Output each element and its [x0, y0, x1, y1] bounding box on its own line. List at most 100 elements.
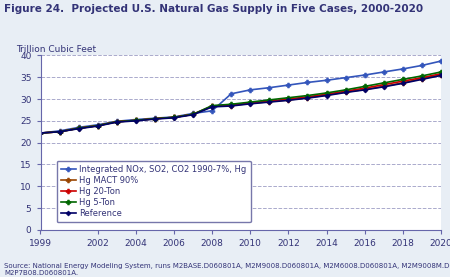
Reference	[229, 104, 234, 108]
Reference	[171, 116, 177, 119]
Hg 5-Ton	[248, 101, 253, 104]
Hg 5-Ton	[343, 88, 348, 91]
Hg MACT 90%	[419, 77, 425, 80]
Hg 20-Ton	[419, 76, 425, 79]
Text: Trillion Cubic Feet: Trillion Cubic Feet	[17, 45, 97, 54]
Hg MACT 90%	[76, 127, 81, 130]
Reference	[419, 78, 425, 81]
Hg 5-Ton	[229, 102, 234, 106]
Reference	[152, 117, 158, 121]
Hg 20-Ton	[190, 113, 196, 116]
Text: Source: National Energy Modeling System, runs M2BASE.D060801A, M2M9008.D060801A,: Source: National Energy Modeling System,…	[4, 263, 450, 276]
Reference	[57, 130, 62, 134]
Hg 5-Ton	[171, 116, 177, 119]
Hg MACT 90%	[38, 131, 43, 135]
Hg 20-Ton	[171, 116, 177, 119]
Hg MACT 90%	[57, 130, 62, 134]
Hg MACT 90%	[152, 117, 158, 120]
Hg MACT 90%	[133, 119, 139, 122]
Hg MACT 90%	[229, 104, 234, 107]
Line: Hg MACT 90%: Hg MACT 90%	[38, 73, 443, 135]
Hg 20-Ton	[209, 104, 215, 108]
Hg MACT 90%	[95, 124, 100, 127]
Hg 20-Ton	[95, 124, 100, 127]
Hg 20-Ton	[362, 86, 367, 90]
Hg 20-Ton	[229, 104, 234, 107]
Reference	[95, 124, 100, 128]
Hg 5-Ton	[324, 91, 329, 94]
Reference	[209, 105, 215, 109]
Hg MACT 90%	[209, 105, 215, 108]
Hg 5-Ton	[419, 74, 425, 78]
Integrated NOx, SO2, CO2 1990-7%, Hg	[305, 81, 310, 84]
Hg 20-Ton	[38, 131, 43, 135]
Integrated NOx, SO2, CO2 1990-7%, Hg	[419, 64, 425, 67]
Integrated NOx, SO2, CO2 1990-7%, Hg	[381, 70, 387, 74]
Hg 20-Ton	[381, 83, 387, 86]
Integrated NOx, SO2, CO2 1990-7%, Hg	[438, 59, 444, 63]
Line: Hg 5-Ton: Hg 5-Ton	[38, 70, 443, 135]
Reference	[76, 127, 81, 130]
Integrated NOx, SO2, CO2 1990-7%, Hg	[57, 129, 62, 132]
Hg MACT 90%	[171, 116, 177, 119]
Hg MACT 90%	[114, 120, 120, 123]
Hg 5-Ton	[286, 96, 291, 99]
Hg 20-Ton	[152, 117, 158, 120]
Integrated NOx, SO2, CO2 1990-7%, Hg	[267, 86, 272, 89]
Hg MACT 90%	[438, 73, 444, 77]
Integrated NOx, SO2, CO2 1990-7%, Hg	[133, 118, 139, 121]
Hg 20-Ton	[286, 97, 291, 101]
Integrated NOx, SO2, CO2 1990-7%, Hg	[343, 76, 348, 79]
Hg 20-Ton	[267, 99, 272, 103]
Hg 5-Ton	[190, 113, 196, 116]
Hg 5-Ton	[57, 130, 62, 134]
Integrated NOx, SO2, CO2 1990-7%, Hg	[190, 112, 196, 115]
Hg 5-Ton	[400, 78, 405, 81]
Integrated NOx, SO2, CO2 1990-7%, Hg	[76, 126, 81, 129]
Reference	[133, 119, 139, 122]
Reference	[381, 85, 387, 88]
Reference	[248, 102, 253, 106]
Hg MACT 90%	[267, 100, 272, 103]
Hg MACT 90%	[190, 113, 196, 116]
Hg 20-Ton	[343, 89, 348, 93]
Hg MACT 90%	[343, 90, 348, 94]
Line: Reference: Reference	[39, 74, 443, 135]
Hg MACT 90%	[400, 81, 405, 84]
Hg 20-Ton	[400, 79, 405, 83]
Hg MACT 90%	[305, 96, 310, 99]
Hg 20-Ton	[248, 101, 253, 105]
Hg MACT 90%	[362, 88, 367, 91]
Integrated NOx, SO2, CO2 1990-7%, Hg	[400, 67, 405, 71]
Reference	[267, 101, 272, 104]
Hg MACT 90%	[324, 93, 329, 97]
Hg MACT 90%	[381, 85, 387, 88]
Integrated NOx, SO2, CO2 1990-7%, Hg	[324, 79, 329, 82]
Reference	[324, 94, 329, 97]
Hg 5-Ton	[362, 85, 367, 88]
Reference	[114, 120, 120, 124]
Hg 5-Ton	[114, 120, 120, 123]
Integrated NOx, SO2, CO2 1990-7%, Hg	[286, 83, 291, 87]
Hg 20-Ton	[57, 130, 62, 134]
Hg 5-Ton	[305, 94, 310, 97]
Hg 20-Ton	[133, 119, 139, 122]
Integrated NOx, SO2, CO2 1990-7%, Hg	[95, 123, 100, 126]
Hg 5-Ton	[267, 98, 272, 102]
Reference	[343, 91, 348, 94]
Hg 20-Ton	[324, 93, 329, 96]
Hg 20-Ton	[114, 120, 120, 123]
Reference	[286, 99, 291, 102]
Hg MACT 90%	[286, 98, 291, 102]
Integrated NOx, SO2, CO2 1990-7%, Hg	[152, 117, 158, 120]
Integrated NOx, SO2, CO2 1990-7%, Hg	[229, 92, 234, 96]
Reference	[38, 131, 43, 135]
Hg 5-Ton	[76, 127, 81, 130]
Reference	[438, 74, 444, 77]
Hg 5-Ton	[438, 70, 444, 74]
Reference	[190, 113, 196, 116]
Line: Integrated NOx, SO2, CO2 1990-7%, Hg: Integrated NOx, SO2, CO2 1990-7%, Hg	[38, 59, 443, 135]
Hg 5-Ton	[38, 131, 43, 135]
Integrated NOx, SO2, CO2 1990-7%, Hg	[248, 88, 253, 91]
Reference	[362, 88, 367, 91]
